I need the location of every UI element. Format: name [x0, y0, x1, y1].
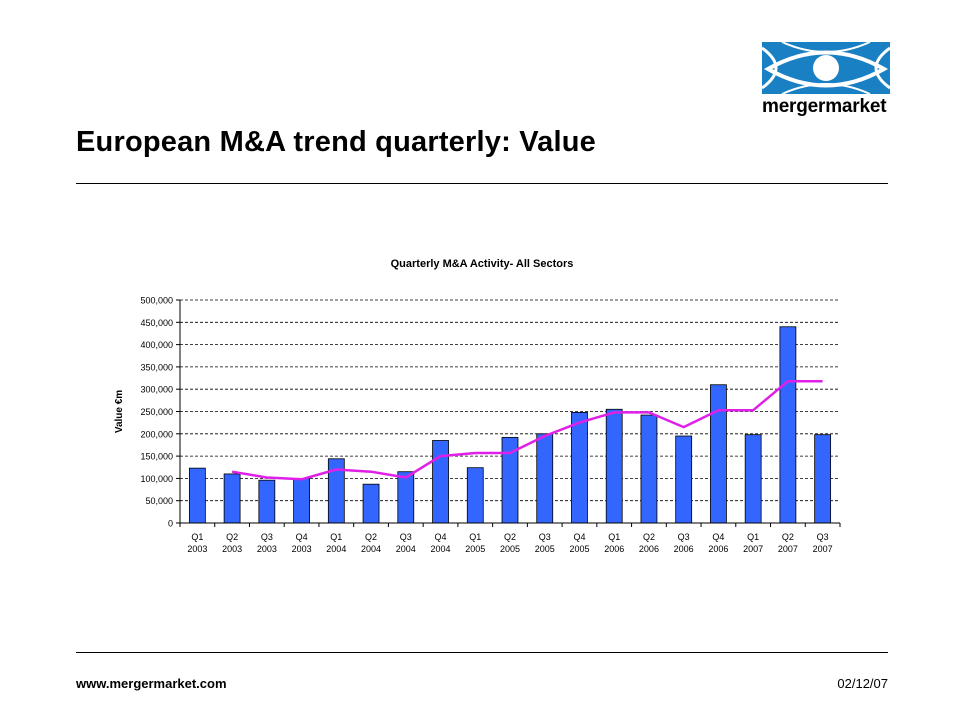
x-tick-label-quarter: Q1 — [330, 532, 342, 542]
x-tick-label-quarter: Q2 — [365, 532, 377, 542]
x-tick-label-quarter: Q4 — [712, 532, 724, 542]
bar — [397, 471, 415, 524]
x-tick-label-quarter: Q3 — [400, 532, 412, 542]
x-tick-label-year: 2005 — [569, 544, 589, 554]
bar — [536, 433, 554, 524]
x-tick-label-year: 2007 — [778, 544, 798, 554]
x-tick-label-year: 2003 — [187, 544, 207, 554]
x-tick-label-quarter: Q4 — [296, 532, 308, 542]
x-tick-label-year: 2006 — [639, 544, 659, 554]
x-tick-label-year: 2004 — [396, 544, 416, 554]
bar — [223, 473, 241, 524]
x-tick-label-quarter: Q1 — [469, 532, 481, 542]
bar — [744, 434, 762, 524]
bar — [293, 477, 310, 524]
y-tick-label: 450,000 — [140, 318, 173, 328]
y-tick-label: 300,000 — [140, 385, 173, 395]
x-tick-label-quarter: Q1 — [608, 532, 620, 542]
x-tick-label-year: 2006 — [674, 544, 694, 554]
chart-title: Quarterly M&A Activity- All Sectors — [391, 258, 574, 270]
x-tick-label-quarter: Q2 — [226, 532, 238, 542]
y-tick-label: 400,000 — [140, 340, 173, 350]
x-tick-label-quarter: Q4 — [435, 532, 447, 542]
x-tick-label-quarter: Q2 — [643, 532, 655, 542]
y-tick-label: 500,000 — [140, 296, 173, 306]
bar — [258, 479, 276, 524]
bar — [466, 467, 484, 524]
x-tick-label-quarter: Q3 — [817, 532, 829, 542]
trend-line — [231, 379, 823, 481]
x-tick-label-year: 2004 — [431, 544, 451, 554]
y-tick-label: 0 — [168, 519, 173, 529]
bar — [362, 483, 380, 524]
bar — [605, 408, 623, 524]
bar — [188, 467, 206, 524]
x-tick-label-year: 2003 — [292, 544, 312, 554]
title-divider — [76, 183, 888, 184]
y-tick-label: 50,000 — [145, 496, 173, 506]
x-tick-label-quarter: Q3 — [678, 532, 690, 542]
bar — [814, 434, 832, 524]
x-tick-label-year: 2007 — [743, 544, 763, 554]
axes — [176, 299, 841, 527]
bar — [640, 414, 658, 524]
x-tick-label-quarter: Q2 — [782, 532, 794, 542]
x-tick-label-year: 2007 — [813, 544, 833, 554]
mergermarket-logo: mergermarket — [762, 42, 890, 118]
x-tick-label-quarter: Q3 — [539, 532, 551, 542]
x-tick-label-year: 2003 — [222, 544, 242, 554]
x-tick-label-quarter: Q1 — [191, 532, 203, 542]
y-tick-label: 100,000 — [140, 474, 173, 484]
logo-wordmark: mergermarket — [762, 96, 887, 117]
x-tick-label-quarter: Q3 — [261, 532, 273, 542]
bar — [675, 435, 693, 524]
x-tick-label-quarter: Q4 — [573, 532, 585, 542]
x-tick-label-year: 2003 — [257, 544, 277, 554]
y-tick-label: 250,000 — [140, 407, 173, 417]
x-tick-label-year: 2005 — [465, 544, 485, 554]
y-tick-label: 200,000 — [140, 429, 173, 439]
bars — [188, 326, 832, 524]
footer-date: 02/12/07 — [837, 676, 888, 691]
x-tick-label-year: 2006 — [708, 544, 728, 554]
y-tick-label: 150,000 — [140, 452, 173, 462]
y-tick-label: 350,000 — [140, 362, 173, 372]
trend-line-layer — [231, 379, 823, 481]
x-tick-labels: Q1 2003 Q2 2003 Q3 2003 Q4 2003 Q1 2004 Q2 2004 Q3 20… — [187, 532, 832, 554]
bar — [432, 440, 449, 524]
x-tick-label-year: 2004 — [361, 544, 381, 554]
x-tick-label-year: 2004 — [326, 544, 346, 554]
eye-icon — [762, 42, 890, 94]
bar — [571, 411, 588, 524]
footer-url: www.mergermarket.com — [76, 676, 227, 691]
x-tick-label-quarter: Q1 — [747, 532, 759, 542]
footer-divider — [76, 652, 888, 653]
x-tick-label-quarter: Q2 — [504, 532, 516, 542]
page-title: European M&A trend quarterly: Value — [76, 126, 596, 158]
x-tick-label-year: 2005 — [535, 544, 555, 554]
bar — [710, 384, 727, 524]
quarterly-value-chart: Quarterly M&A Activity- All Sectors Valu… — [114, 258, 841, 554]
bar — [779, 326, 797, 524]
x-tick-label-year: 2005 — [500, 544, 520, 554]
y-tick-labels: 0 50,000 100,000 150,000 200,000 250,000 300,0… — [140, 296, 173, 529]
y-axis-label: Value €m — [114, 390, 125, 433]
x-tick-label-year: 2006 — [604, 544, 624, 554]
